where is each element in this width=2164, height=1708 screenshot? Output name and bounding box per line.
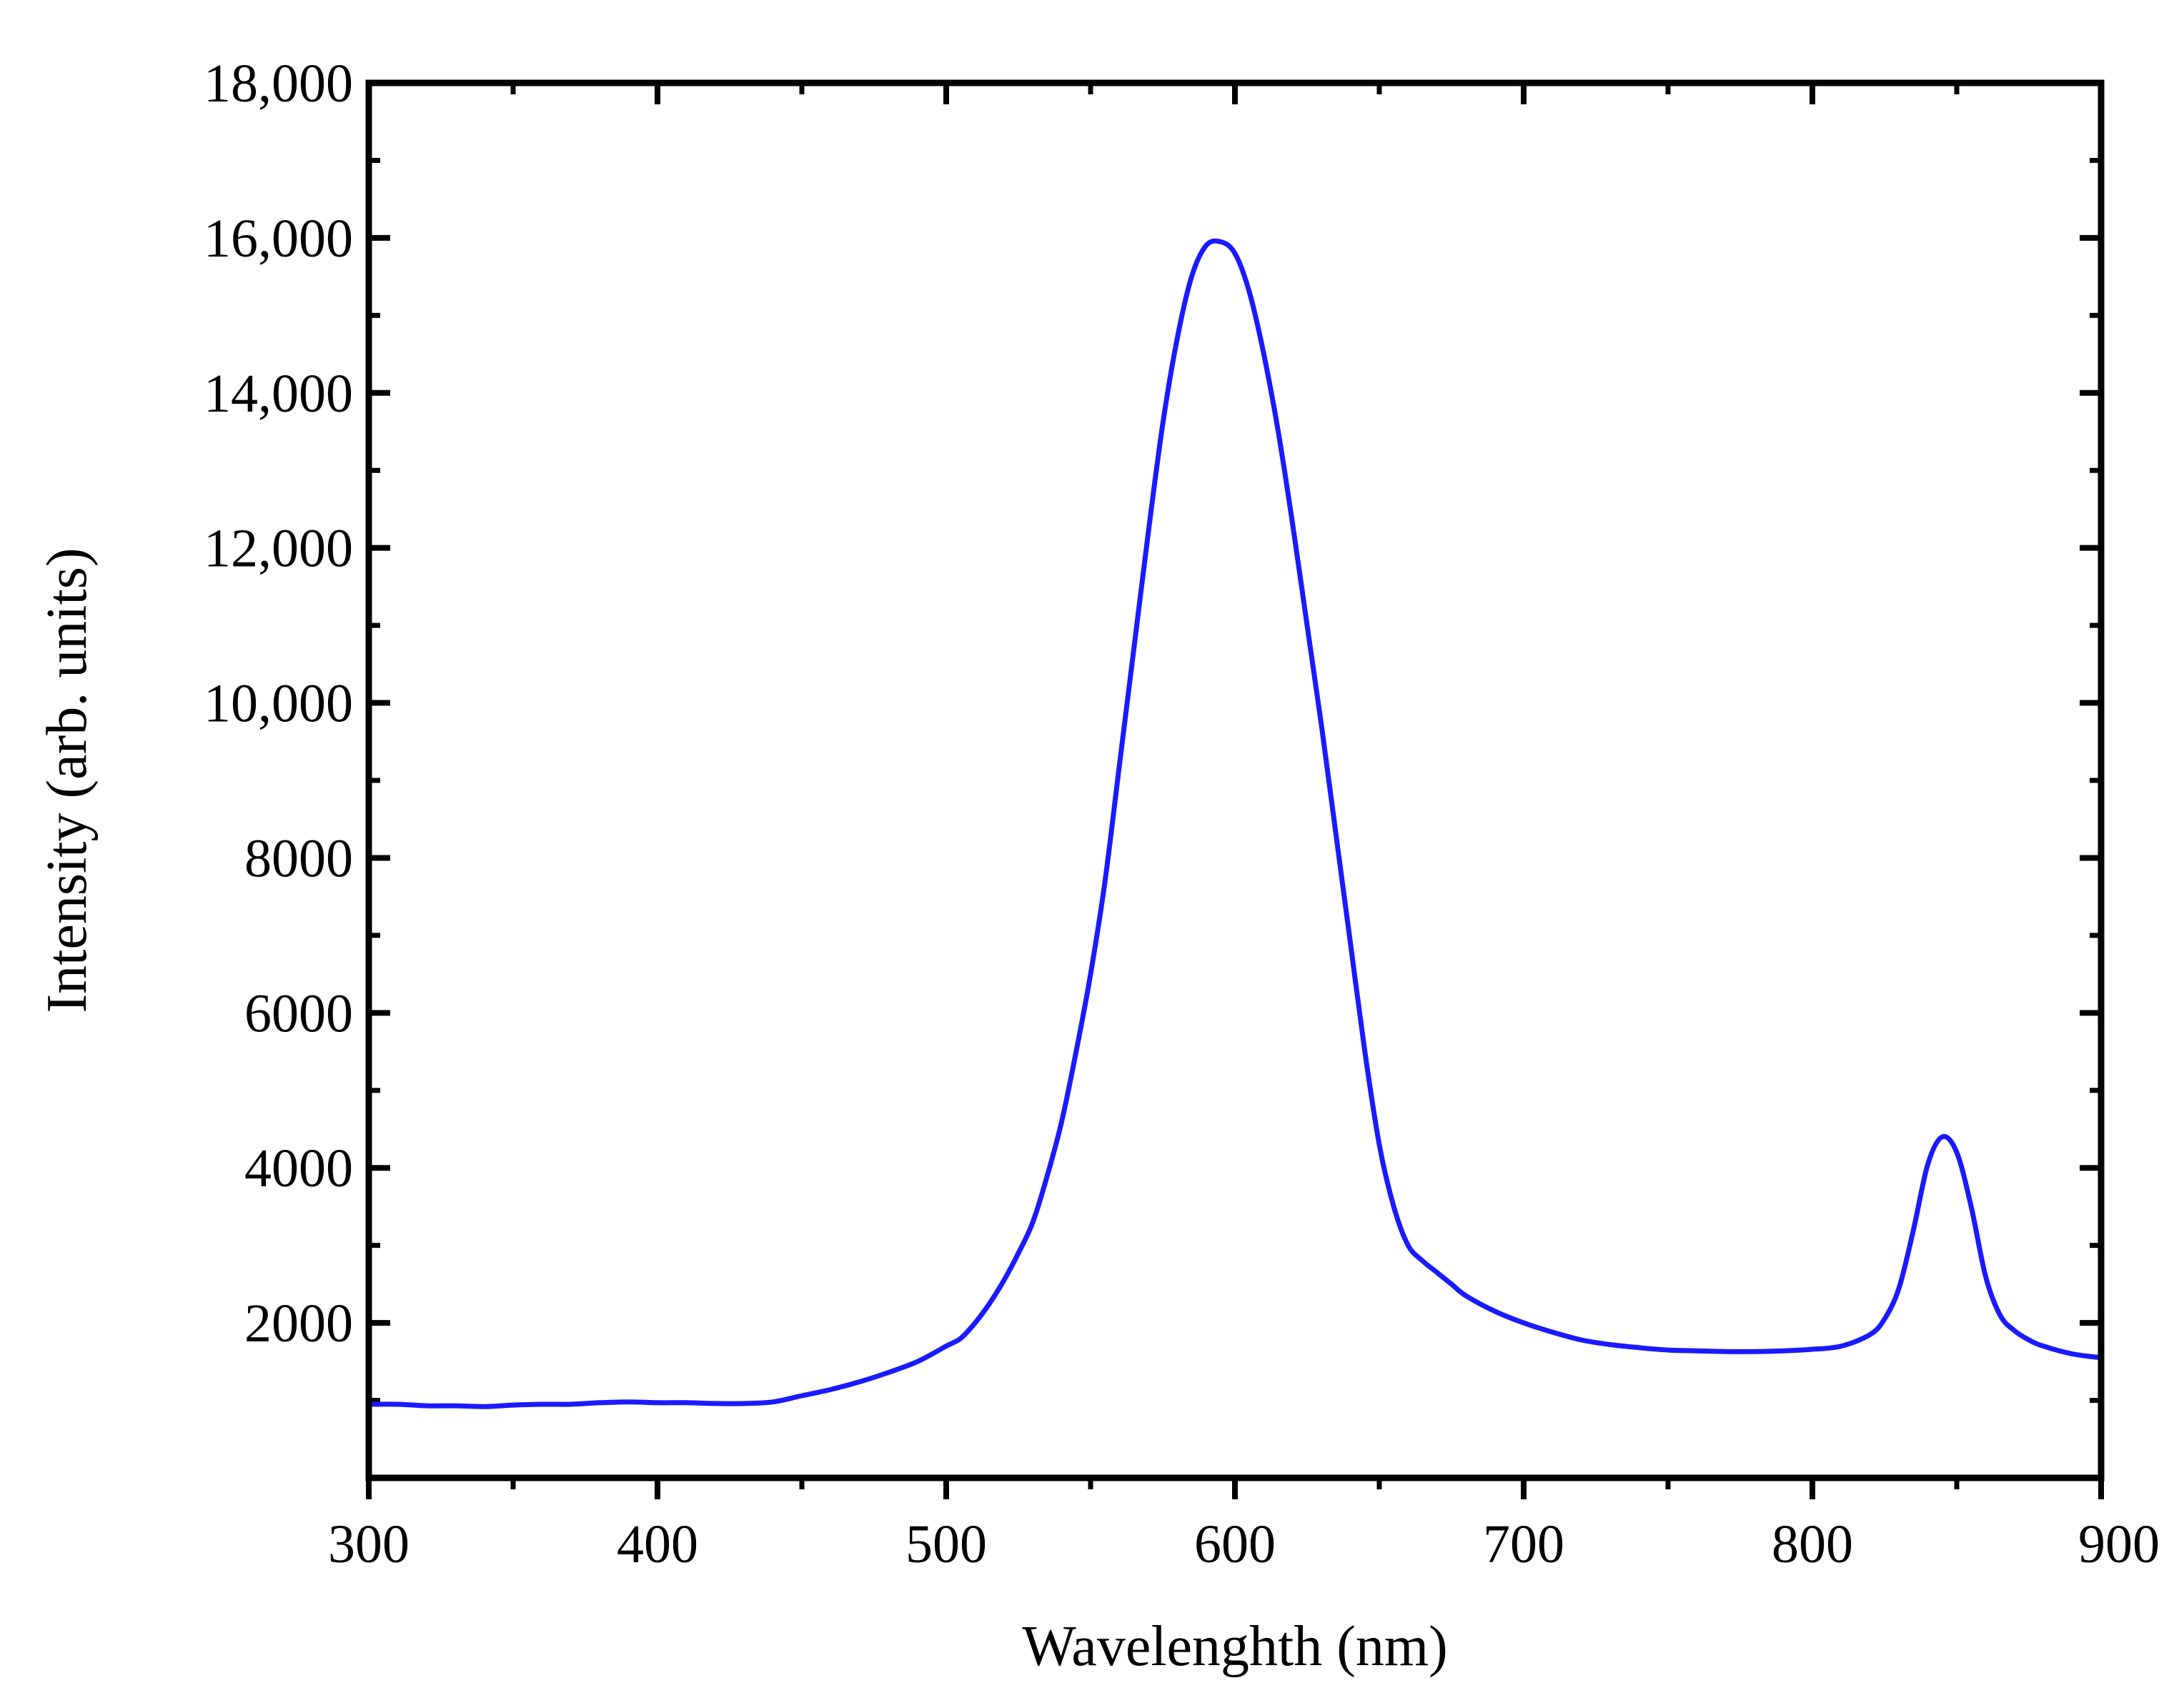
y-axis-title: Intensity (arb. units) bbox=[36, 548, 99, 1013]
y-tick-label: 18,000 bbox=[204, 54, 353, 114]
y-tick-label: 2000 bbox=[244, 1294, 353, 1354]
y-axis-ticks: 2000 4000 6000 8000 10,000 12,000 14,000 16,000… bbox=[204, 54, 2101, 1404]
x-axis-ticks: 300 400 500 600 700 800 900 bbox=[328, 83, 2160, 1574]
y-tick-label: 14,000 bbox=[204, 364, 353, 424]
x-tick-label: 800 bbox=[1772, 1514, 1853, 1574]
y-tick-label: 6000 bbox=[244, 983, 353, 1043]
y-tick-label: 4000 bbox=[244, 1138, 353, 1198]
y-tick-label: 12,000 bbox=[204, 519, 353, 579]
x-tick-label: 900 bbox=[2078, 1514, 2160, 1574]
x-tick-label: 700 bbox=[1483, 1514, 1564, 1574]
x-tick-label: 300 bbox=[328, 1514, 410, 1574]
series-line bbox=[368, 238, 2102, 1409]
x-axis-title: Wavelenghth (nm) bbox=[1022, 1615, 1448, 1678]
series-layer bbox=[368, 238, 2102, 1409]
x-tick-label: 500 bbox=[905, 1514, 987, 1574]
x-tick-label: 400 bbox=[617, 1514, 698, 1574]
y-tick-label: 16,000 bbox=[204, 209, 353, 269]
y-tick-label: 8000 bbox=[244, 828, 353, 888]
plot-frame bbox=[365, 79, 2105, 1481]
x-tick-label: 600 bbox=[1194, 1514, 1276, 1574]
y-tick-label: 10,000 bbox=[204, 674, 353, 734]
